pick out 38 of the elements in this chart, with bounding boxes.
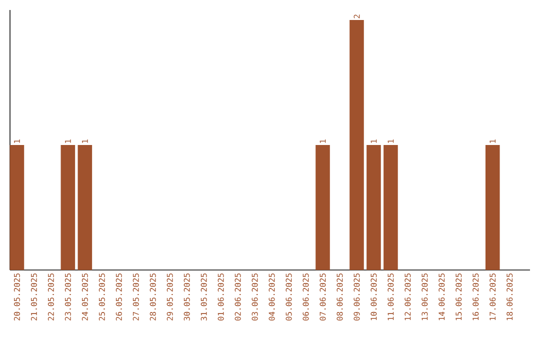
x-tick-label: 18.06.2025: [506, 274, 513, 320]
x-tick-label: 21.05.2025: [30, 274, 37, 320]
data-label: 1: [320, 140, 326, 143]
data-label: 1: [14, 140, 20, 143]
x-tick-label: 27.05.2025: [132, 274, 139, 320]
x-tick-label: 10.06.2025: [370, 274, 377, 320]
x-tick-label: 17.06.2025: [490, 274, 496, 320]
x-tick-label: 03.06.2025: [252, 274, 258, 321]
x-tick-label: 13.06.2025: [422, 274, 428, 320]
data-label: 1: [82, 140, 88, 143]
data-label: 1: [490, 140, 496, 143]
x-tick-label: 08.06.2025: [336, 274, 343, 321]
x-tick-label: 30.05.2025: [184, 274, 190, 320]
x-tick-label: 06.06.2025: [302, 274, 309, 321]
x-tick-label: 16.06.2025: [472, 274, 479, 320]
x-tick-label: 25.05.2025: [98, 274, 105, 320]
x-tick-label: 20.05.2025: [14, 274, 20, 320]
x-tick-label: 29.05.2025: [166, 274, 173, 320]
x-tick-label: 23.05.2025: [64, 274, 71, 320]
data-label: 1: [65, 140, 71, 143]
x-tick-label: 31.05.2025: [200, 274, 207, 320]
x-tick-label: 05.06.2025: [286, 274, 292, 321]
x-tick-label: 26.05.2025: [116, 274, 122, 320]
x-tick-label: 04.06.2025: [268, 274, 275, 321]
x-tick-label: 01.06.2025: [218, 274, 224, 321]
x-tick-label: 14.06.2025: [438, 274, 445, 320]
x-tick-label: 22.05.2025: [48, 274, 54, 320]
data-label: 1: [370, 140, 377, 143]
x-tick-label: 15.06.2025: [456, 274, 462, 320]
x-tick-label: 02.06.2025: [234, 274, 241, 321]
x-tick-label: 11.06.2025: [388, 274, 394, 320]
x-tick-label: 12.06.2025: [404, 274, 411, 320]
x-tick-label: 07.06.2025: [320, 274, 326, 321]
data-label: 2: [354, 14, 360, 18]
x-tick-label: 28.05.2025: [150, 274, 156, 320]
x-tick-label: 09.06.2025: [354, 274, 360, 321]
x-tick-label: 24.05.2025: [82, 274, 88, 320]
data-label: 1: [388, 140, 394, 143]
